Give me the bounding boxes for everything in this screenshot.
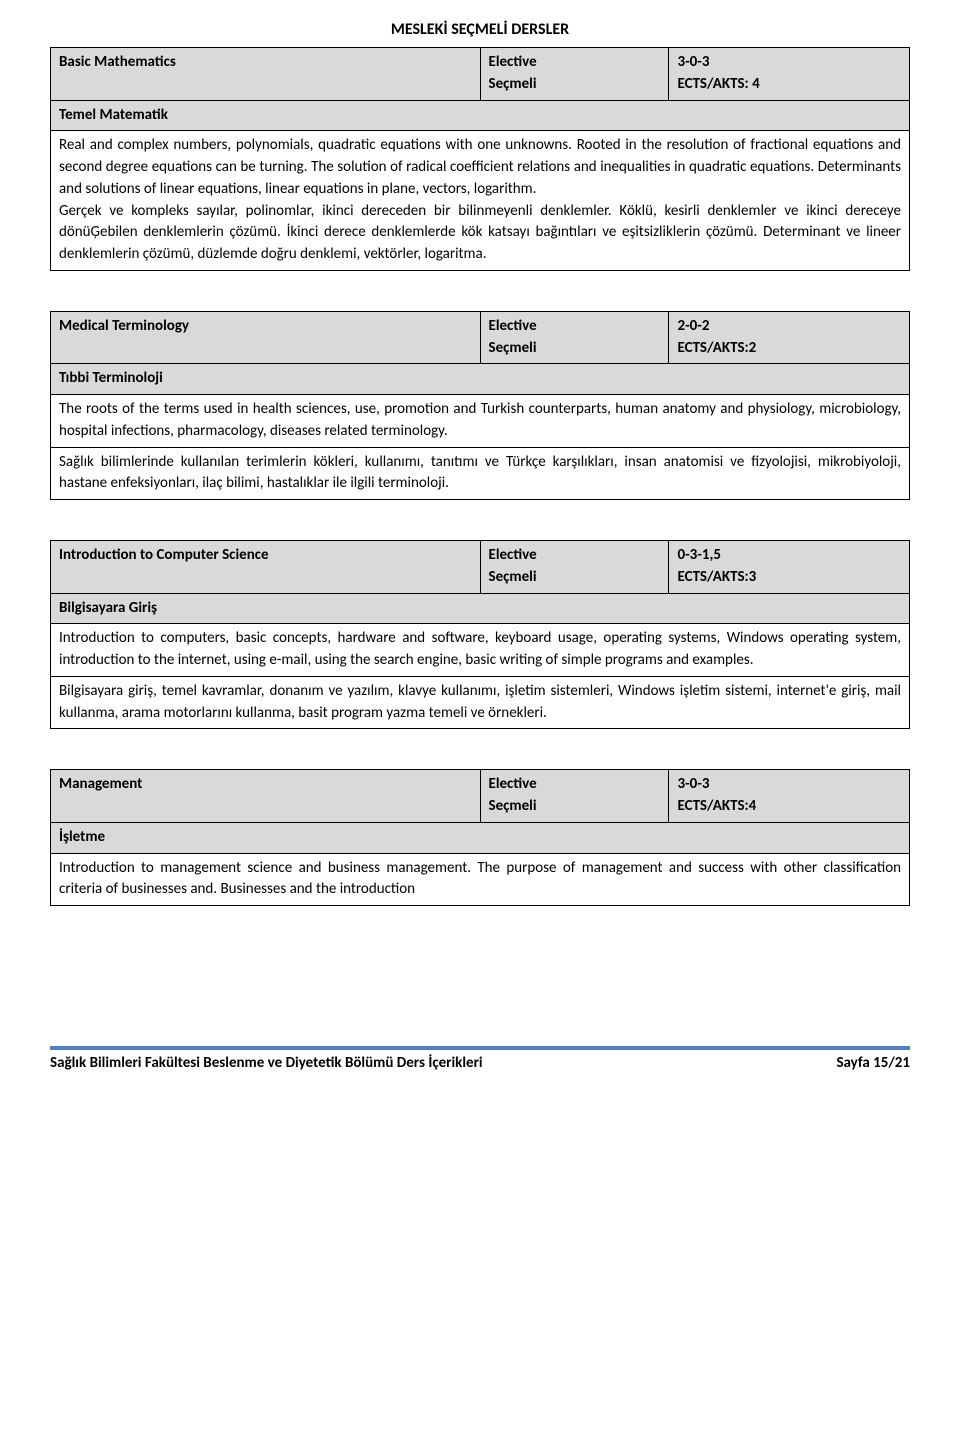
page-heading: MESLEKİ SEÇMELİ DERSLER [50, 20, 910, 39]
course-description-en: Introduction to computers, basic concept… [51, 624, 910, 677]
course-title-en: Medical Terminology [51, 311, 481, 364]
course-title-tr: Temel Matematik [51, 100, 910, 131]
course-type: ElectiveSeçmeli [480, 311, 669, 364]
course-ects: 3-0-3ECTS/AKTS: 4 [669, 48, 910, 101]
course-description-tr: Sağlık bilimlerinde kullanılan terimleri… [51, 447, 910, 500]
course-table: Basic MathematicsElectiveSeçmeli3-0-3ECT… [50, 47, 910, 271]
course-title-en: Introduction to Computer Science [51, 541, 481, 594]
course-ects: 3-0-3ECTS/AKTS:4 [669, 770, 910, 823]
course-ects: 0-3-1,5ECTS/AKTS:3 [669, 541, 910, 594]
course-title-tr: Tıbbi Terminoloji [51, 364, 910, 395]
course-type: ElectiveSeçmeli [480, 770, 669, 823]
course-table: ManagementElectiveSeçmeli3-0-3ECTS/AKTS:… [50, 769, 910, 906]
footer-left: Sağlık Bilimleri Fakültesi Beslenme ve D… [50, 1054, 483, 1072]
course-title-tr: İşletme [51, 822, 910, 853]
course-description-tr: Bilgisayara giriş, temel kavramlar, dona… [51, 676, 910, 729]
course-description-en: The roots of the terms used in health sc… [51, 395, 910, 448]
course-table: Introduction to Computer ScienceElective… [50, 540, 910, 729]
course-table: Medical TerminologyElectiveSeçmeli2-0-2E… [50, 311, 910, 500]
course-title-tr: Bilgisayara Giriş [51, 593, 910, 624]
courses-list: Basic MathematicsElectiveSeçmeli3-0-3ECT… [50, 47, 910, 906]
footer-right: Sayfa 15/21 [836, 1054, 910, 1072]
course-type: ElectiveSeçmeli [480, 541, 669, 594]
course-type: ElectiveSeçmeli [480, 48, 669, 101]
course-title-en: Basic Mathematics [51, 48, 481, 101]
course-ects: 2-0-2ECTS/AKTS:2 [669, 311, 910, 364]
page-footer: Sağlık Bilimleri Fakültesi Beslenme ve D… [50, 1046, 910, 1072]
course-description: Real and complex numbers, polynomials, q… [51, 131, 910, 271]
course-description-en: Introduction to management science and b… [51, 853, 910, 906]
course-title-en: Management [51, 770, 481, 823]
